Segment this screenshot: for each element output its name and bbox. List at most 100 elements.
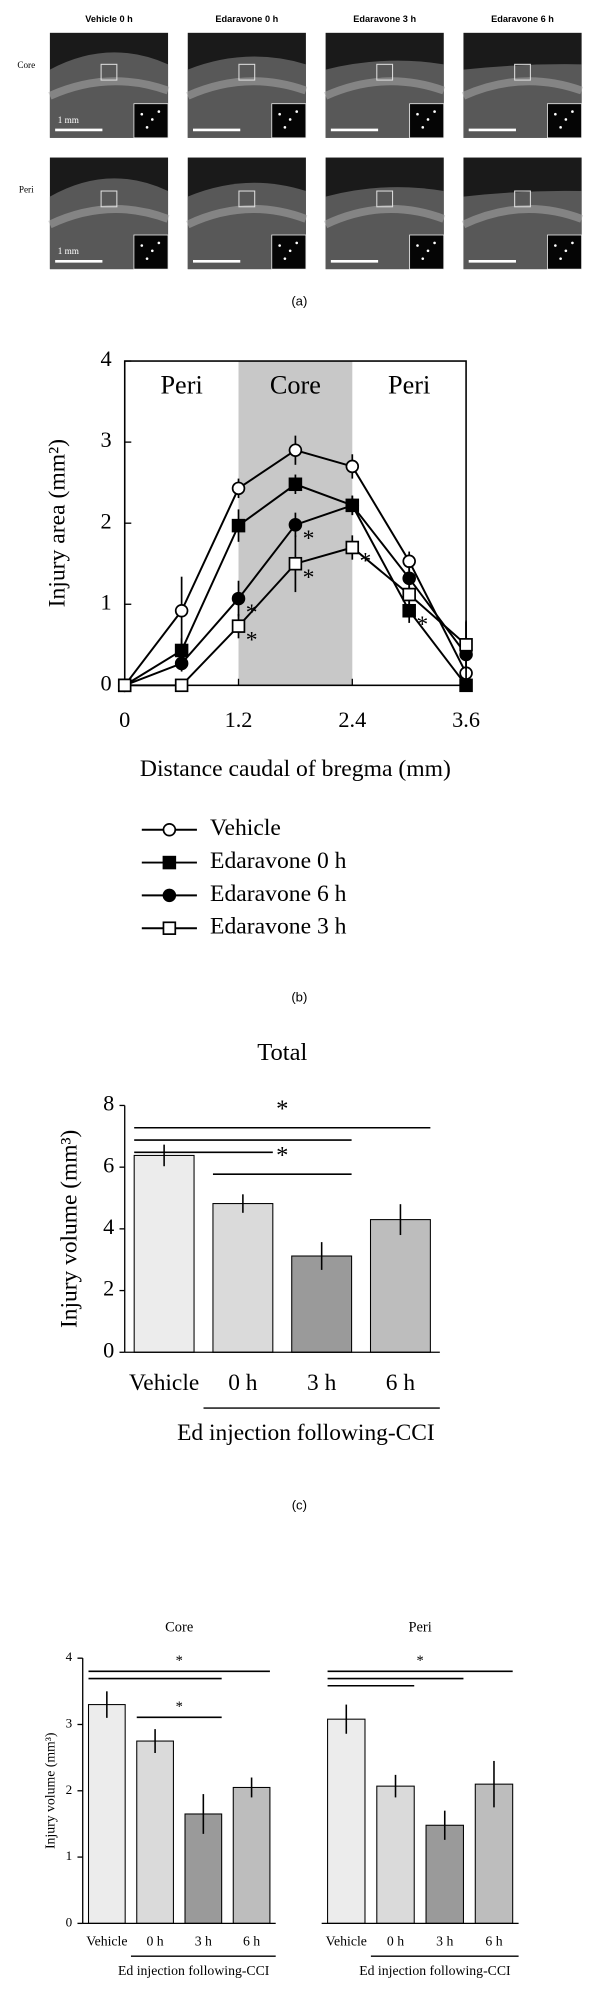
y-tick-label: 0 — [103, 1337, 114, 1362]
legend-label: Vehicle — [210, 815, 281, 841]
inset-dot — [416, 244, 419, 247]
bar — [291, 1255, 353, 1353]
y-tick-label: 3 — [100, 427, 111, 452]
y-tick-label: 4 — [103, 1214, 114, 1239]
annotation: * — [416, 612, 428, 638]
inset-dot — [140, 244, 144, 247]
y-tick-label: 6 — [103, 1152, 114, 1177]
bar — [369, 1219, 431, 1353]
tissue-band — [461, 77, 583, 100]
bar — [376, 1785, 415, 1924]
marker — [231, 619, 246, 633]
inset-dot — [564, 118, 568, 121]
marker — [174, 656, 189, 671]
x-tick-label: 6 h — [243, 1934, 260, 1949]
inset-dot — [416, 112, 419, 116]
marker — [402, 587, 416, 602]
bar — [232, 1786, 271, 1924]
inset — [409, 234, 445, 270]
significance-label: * — [176, 1699, 183, 1715]
inset — [133, 103, 169, 139]
significance-label: * — [276, 1096, 288, 1123]
marker — [345, 498, 360, 513]
x-tick-label: 6 h — [485, 1934, 502, 1949]
x-tick-label: 6 h — [386, 1370, 416, 1396]
inset-dot — [564, 249, 568, 253]
column-title: Edaravone 0 h — [215, 14, 278, 24]
marker — [459, 638, 473, 652]
marker — [117, 678, 132, 693]
inset-dot — [554, 244, 557, 247]
x-tick-label: 3.6 — [452, 707, 480, 732]
inset — [271, 103, 307, 139]
panel-label: (c) — [292, 1497, 307, 1512]
panel-label: (a) — [291, 293, 307, 308]
x-axis-label: Distance caudal of bregma (mm) — [140, 756, 451, 782]
marker — [288, 556, 303, 571]
inset-dot — [140, 112, 144, 116]
inset-dot — [145, 257, 149, 260]
significance-label: * — [276, 1142, 288, 1169]
marker — [345, 459, 360, 474]
annotation: * — [360, 549, 372, 575]
roi-box — [514, 63, 531, 81]
marker — [231, 591, 246, 606]
marker — [162, 855, 177, 870]
row-label: Core — [17, 60, 35, 70]
x-tick-label: Vehicle — [129, 1370, 199, 1396]
x-tick-label: 0 — [119, 707, 130, 732]
marker — [162, 888, 177, 903]
tissue-band — [323, 205, 446, 229]
annotation: * — [303, 565, 315, 591]
significance-label: * — [417, 1653, 424, 1669]
scale-bar-label: 1 mm — [58, 115, 79, 125]
inset-dot — [433, 110, 436, 113]
inset-dot — [554, 112, 557, 116]
marker — [345, 540, 360, 555]
legend-label: Edaravone 6 h — [210, 881, 347, 907]
annotation: * — [246, 627, 258, 653]
series — [117, 535, 473, 693]
y-tick-label: 3 — [66, 1715, 73, 1730]
y-tick-label: 4 — [66, 1649, 73, 1664]
tissue-band — [461, 205, 584, 229]
inset-dot — [559, 126, 562, 129]
marker — [288, 518, 303, 532]
inset-dot — [421, 126, 425, 129]
y-tick-label: 0 — [100, 670, 111, 695]
x-axis-label: Ed injection following-CCI — [118, 1963, 270, 1978]
inset-dot — [145, 126, 149, 129]
roi-box — [376, 63, 394, 81]
bar — [136, 1740, 174, 1924]
chart-title: Total — [257, 1039, 307, 1066]
x-tick-label: 3 h — [436, 1934, 453, 1949]
marker — [288, 477, 303, 492]
x-axis-label: Ed injection following-CCI — [177, 1420, 435, 1446]
marker — [231, 481, 246, 496]
roi-box — [100, 190, 118, 208]
roi-box — [238, 190, 256, 208]
significance-label: * — [176, 1653, 183, 1669]
region-label: Core — [270, 370, 321, 399]
bar — [212, 1203, 274, 1353]
x-tick-label: Vehicle — [326, 1934, 367, 1949]
x-tick-label: 2.4 — [338, 707, 366, 732]
inset-dot — [278, 112, 281, 116]
roi-box — [376, 190, 394, 208]
marker — [402, 554, 416, 569]
row-label: Peri — [19, 184, 34, 194]
inset — [271, 234, 307, 270]
roi-box — [100, 63, 118, 81]
y-tick-label: 2 — [100, 508, 111, 533]
chart-title: Peri — [408, 1619, 431, 1635]
inset — [409, 103, 445, 139]
column-title: Edaravone 3 h — [353, 14, 416, 24]
inset-dot — [283, 126, 287, 129]
bar — [133, 1154, 195, 1353]
y-tick-label: 0 — [66, 1914, 73, 1929]
region-label: Peri — [388, 370, 430, 399]
inset — [547, 234, 583, 270]
tissue-band — [186, 77, 308, 100]
marker — [174, 678, 189, 693]
roi-box — [514, 190, 531, 208]
